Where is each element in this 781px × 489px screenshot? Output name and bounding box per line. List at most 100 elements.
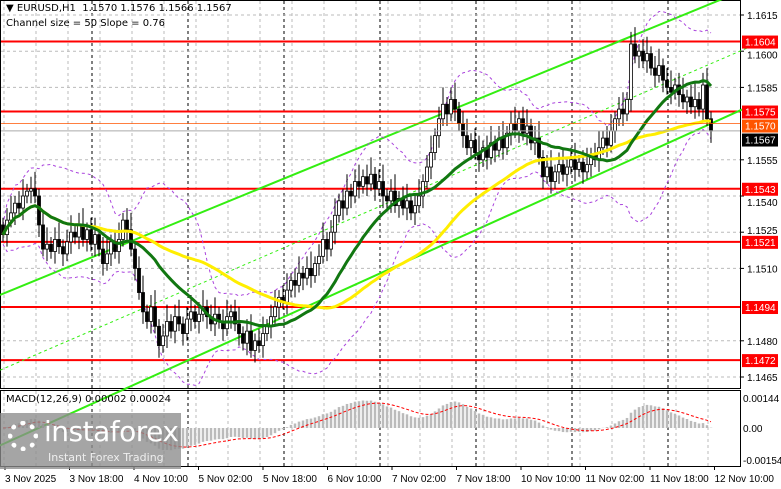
candle-body (693, 99, 697, 108)
candle-body (389, 190, 393, 202)
candle-body (373, 173, 377, 190)
level-price-label: 1.1575 (745, 108, 776, 119)
bid-price-label: 1.1570 (745, 122, 776, 133)
candle-body (509, 123, 513, 134)
y-tick-label: 1.1480 (747, 337, 778, 348)
channel-lower-line (0, 106, 748, 447)
candle-body (357, 181, 361, 187)
candle-body (253, 340, 257, 351)
x-tick-label: 3 Nov 2025 (5, 474, 57, 485)
candle-body (617, 108, 621, 120)
candle-body (53, 239, 57, 252)
last-price-label: 1.1567 (745, 136, 776, 147)
candle-body (125, 219, 129, 231)
candle-body (313, 263, 317, 277)
channel-upper-line (0, 0, 723, 296)
candle-body (97, 234, 101, 250)
level-price-tag (742, 354, 778, 368)
candle-body (141, 292, 145, 313)
candle-body (185, 318, 189, 334)
candle-body (317, 255, 321, 264)
candle-body (457, 108, 461, 124)
candle-body (353, 181, 357, 197)
candle-body (561, 164, 565, 175)
candle-body (685, 96, 689, 103)
candle-body (9, 212, 13, 221)
x-tick-label: 3 Nov 18:00 (70, 474, 124, 485)
logo-tagline: Instant Forex Trading (48, 451, 164, 464)
candle-body (577, 161, 581, 170)
candle-body (101, 248, 105, 264)
candle-body (605, 137, 609, 146)
candle-body (341, 200, 345, 209)
candle-body (653, 67, 657, 76)
collapse-triangle-icon[interactable]: ▼ (6, 3, 17, 14)
candle-body (557, 164, 561, 173)
envelope-lower (2, 128, 712, 386)
x-tick-label: 5 Nov 02:00 (199, 474, 253, 485)
candle-body (517, 118, 521, 132)
y-tick-label: 1.1615 (747, 11, 778, 22)
candle-body (381, 181, 385, 197)
moving-average-slow (1, 119, 712, 310)
candle-body (21, 195, 25, 209)
candle-body (285, 289, 289, 303)
x-tick-label: 4 Nov 10:00 (134, 474, 188, 485)
candle-body (449, 99, 453, 115)
candle-body (633, 43, 637, 57)
x-tick-label: 5 Nov 18:00 (263, 474, 317, 485)
candle-body (273, 306, 277, 318)
level-price-label: 1.1494 (745, 303, 776, 314)
candle-body (625, 99, 629, 115)
candle-body (25, 190, 29, 197)
candle-body (669, 86, 673, 93)
candle-body (525, 125, 529, 134)
candle-body (441, 103, 445, 120)
candle-body (177, 316, 181, 325)
candle-body (165, 321, 169, 337)
y-tick-label: 1.1585 (747, 83, 778, 94)
candle-body (689, 96, 693, 108)
candle-body (613, 118, 617, 132)
candle-body (29, 188, 33, 192)
candle-body (17, 202, 21, 209)
level-price-tag (742, 35, 778, 49)
candle-body (129, 229, 133, 250)
candle-body (385, 195, 389, 202)
candle-body (473, 140, 477, 153)
candle-body (421, 181, 425, 197)
candle-body (137, 267, 141, 293)
candle-body (61, 246, 65, 255)
candle-body (581, 161, 585, 173)
candle-body (521, 118, 525, 134)
x-tick-label: 7 Nov 02:00 (392, 474, 446, 485)
y-tick-label: 1.1525 (747, 226, 778, 237)
x-tick-label: 6 Nov 10:00 (328, 474, 382, 485)
candle-body (501, 137, 505, 149)
candle-body (461, 123, 465, 137)
candle-body (293, 280, 297, 286)
candle-body (257, 340, 261, 347)
candle-body (49, 243, 53, 252)
gear-logo-icon (8, 421, 38, 451)
symbol-header: ▼ EURUSD,H1 1.1570 1.1576 1.1566 1.1567 (6, 3, 232, 14)
candle-body (465, 135, 469, 149)
envelope-upper (2, 10, 712, 297)
candle-body (345, 190, 349, 209)
candle-body (409, 200, 413, 214)
candle-body (657, 65, 661, 76)
candle-body (601, 137, 605, 149)
y-tick-label: 1.1555 (747, 156, 778, 167)
candle-body (705, 84, 709, 120)
candle-body (153, 306, 157, 327)
candle-body (649, 53, 653, 69)
level-price-label: 1.1472 (745, 356, 776, 367)
candle-body (193, 311, 197, 322)
candle-body (173, 316, 177, 332)
candle-body (661, 65, 665, 81)
candle-body (481, 147, 485, 161)
level-price-tag (742, 235, 778, 249)
candle-body (453, 99, 457, 110)
level-price-label: 1.1543 (745, 185, 776, 196)
candle-body (413, 205, 417, 214)
